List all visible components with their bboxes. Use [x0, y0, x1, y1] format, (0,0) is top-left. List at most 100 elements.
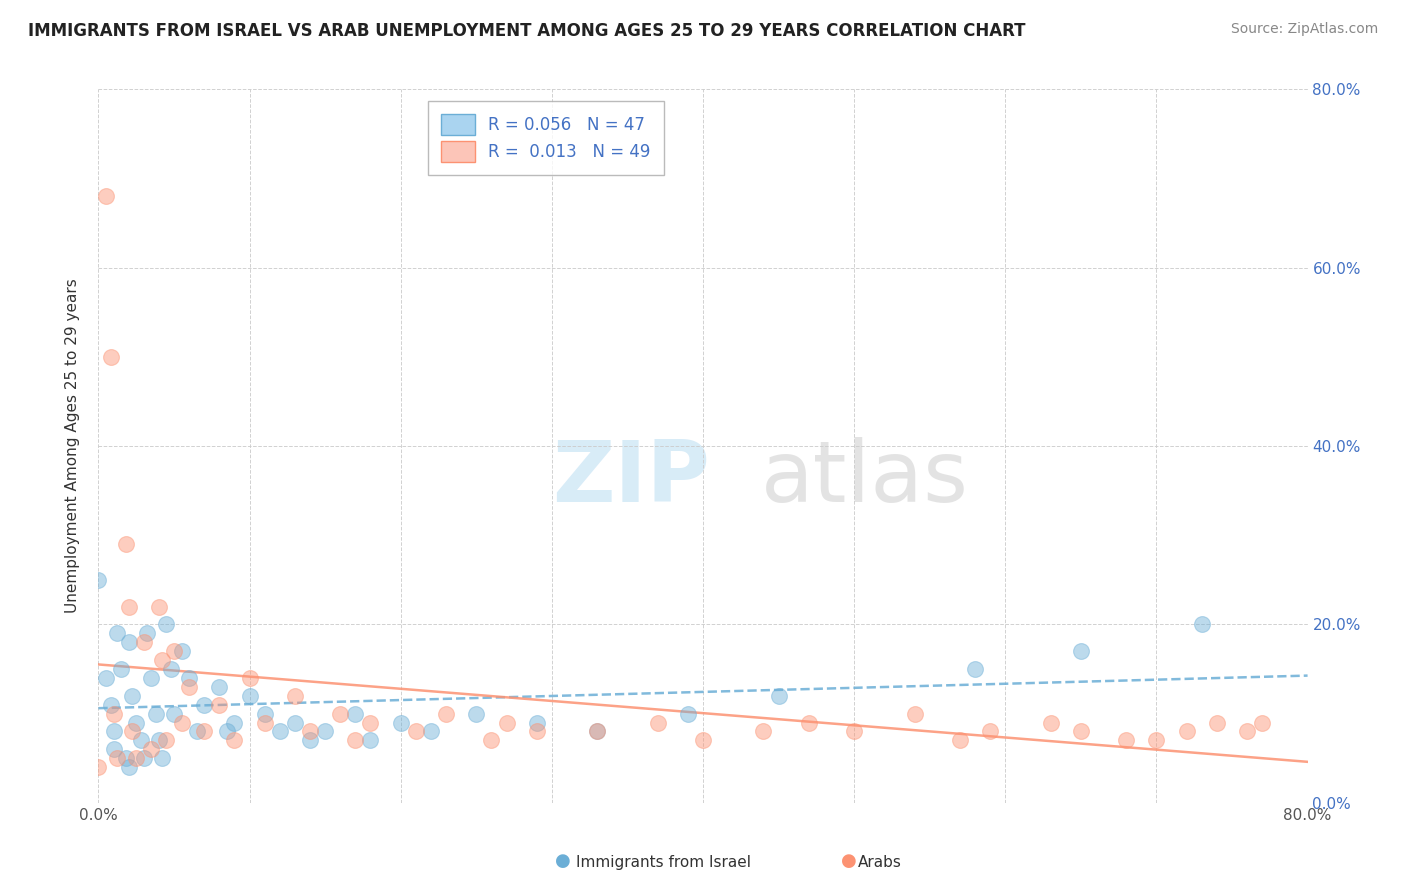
Point: [132, 751, 155, 765]
Point: [526, 724, 548, 739]
Point: [141, 742, 163, 756]
Text: Arabs: Arabs: [858, 855, 901, 870]
Point: [224, 733, 246, 747]
Point: [465, 706, 488, 721]
Point: [586, 724, 609, 739]
Point: [155, 617, 177, 632]
Point: [150, 751, 173, 765]
Point: [170, 644, 193, 658]
Point: [186, 724, 208, 739]
Point: [979, 724, 1001, 739]
Point: [163, 644, 186, 658]
Point: [949, 733, 972, 747]
Point: [118, 760, 141, 774]
Point: [125, 751, 148, 765]
Point: [239, 671, 262, 685]
Point: [148, 733, 170, 747]
Text: ●: ●: [555, 852, 571, 870]
Point: [405, 724, 427, 739]
Point: [94, 671, 117, 685]
Point: [904, 706, 927, 721]
Point: [193, 724, 215, 739]
Point: [1144, 733, 1167, 747]
Point: [526, 715, 548, 730]
Point: [150, 653, 173, 667]
Point: [299, 724, 322, 739]
Point: [1191, 617, 1213, 632]
Point: [155, 733, 177, 747]
Point: [299, 733, 322, 747]
Text: ZIP: ZIP: [551, 436, 710, 520]
Point: [121, 724, 143, 739]
Point: [586, 724, 609, 739]
Point: [360, 733, 382, 747]
Point: [253, 715, 276, 730]
Point: [1039, 715, 1062, 730]
Point: [135, 626, 157, 640]
Point: [87, 573, 110, 587]
Point: [179, 680, 201, 694]
Point: [100, 350, 122, 364]
Point: [224, 715, 246, 730]
Point: [1070, 644, 1092, 658]
Point: [434, 706, 457, 721]
Point: [118, 599, 141, 614]
Point: [253, 706, 276, 721]
Point: [1070, 724, 1092, 739]
Point: [692, 733, 714, 747]
Point: [269, 724, 291, 739]
Point: [129, 733, 152, 747]
Point: [118, 635, 141, 649]
Point: [103, 706, 125, 721]
Point: [495, 715, 517, 730]
Point: [420, 724, 443, 739]
Point: [1206, 715, 1229, 730]
Point: [103, 742, 125, 756]
Y-axis label: Unemployment Among Ages 25 to 29 years: Unemployment Among Ages 25 to 29 years: [65, 278, 80, 614]
Point: [284, 689, 307, 703]
Point: [647, 715, 669, 730]
Point: [344, 706, 367, 721]
Point: [1115, 733, 1137, 747]
Point: [110, 662, 132, 676]
Point: [141, 671, 163, 685]
Point: [965, 662, 987, 676]
Point: [208, 680, 231, 694]
Point: [314, 724, 336, 739]
Point: [132, 635, 155, 649]
Point: [344, 733, 367, 747]
Point: [844, 724, 866, 739]
Point: [94, 189, 117, 203]
Point: [360, 715, 382, 730]
Point: [145, 706, 167, 721]
Point: [100, 698, 122, 712]
Point: [193, 698, 215, 712]
Point: [208, 698, 231, 712]
Point: [114, 751, 136, 765]
Point: [1251, 715, 1274, 730]
Point: [105, 751, 128, 765]
Point: [329, 706, 352, 721]
Point: [105, 626, 128, 640]
Text: ●: ●: [841, 852, 856, 870]
Point: [239, 689, 262, 703]
Point: [215, 724, 238, 739]
Point: [797, 715, 820, 730]
Point: [87, 760, 110, 774]
Point: [676, 706, 699, 721]
Point: [284, 715, 307, 730]
Point: [1175, 724, 1198, 739]
Point: [125, 715, 148, 730]
Point: [160, 662, 183, 676]
Point: [103, 724, 125, 739]
Point: [163, 706, 186, 721]
Point: [148, 599, 170, 614]
Point: [121, 689, 143, 703]
Text: IMMIGRANTS FROM ISRAEL VS ARAB UNEMPLOYMENT AMONG AGES 25 TO 29 YEARS CORRELATIO: IMMIGRANTS FROM ISRAEL VS ARAB UNEMPLOYM…: [28, 22, 1025, 40]
Text: Immigrants from Israel: Immigrants from Israel: [576, 855, 751, 870]
Text: Source: ZipAtlas.com: Source: ZipAtlas.com: [1230, 22, 1378, 37]
Point: [768, 689, 790, 703]
Point: [170, 715, 193, 730]
Point: [389, 715, 412, 730]
Point: [179, 671, 201, 685]
